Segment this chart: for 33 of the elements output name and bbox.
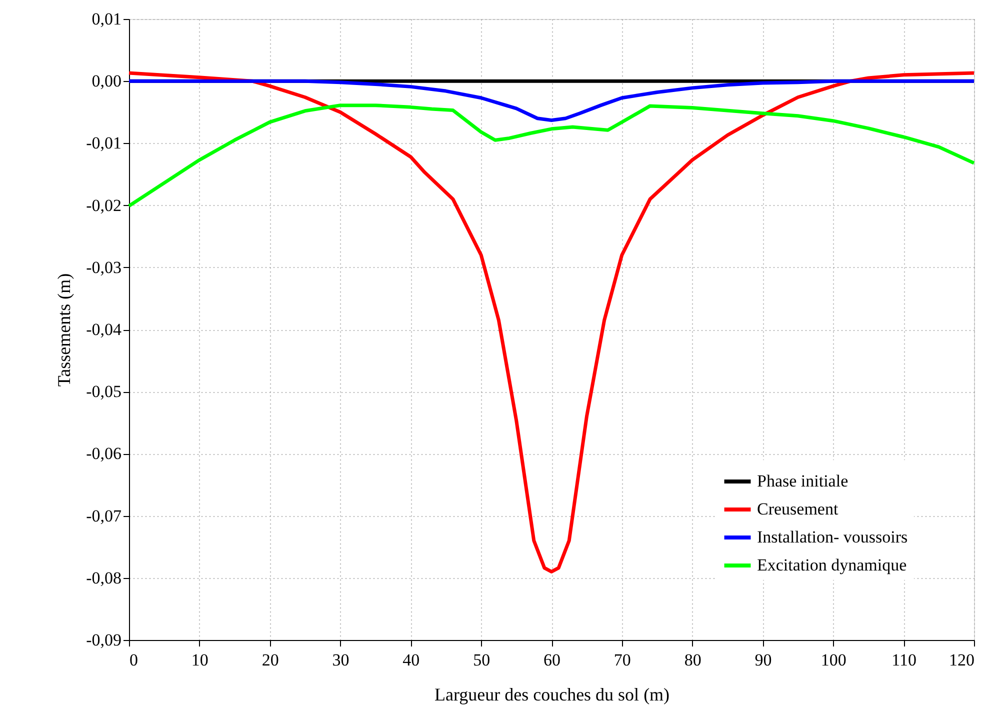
y-tick-label: -0,09: [86, 630, 122, 650]
line-series: [127, 104, 976, 208]
y-axis-title: Tassements (m): [54, 273, 74, 387]
x-tick-label: 70: [614, 650, 631, 670]
y-tick-label: -0,08: [86, 568, 122, 588]
x-tick-label: 90: [754, 650, 772, 670]
x-tick-label: 120: [949, 650, 974, 670]
y-tick-label: -0,06: [86, 444, 122, 464]
x-tick-label: 50: [473, 650, 490, 670]
y-tick-label: 0,00: [92, 72, 122, 91]
y-tick-label: -0,04: [86, 320, 122, 339]
x-axis-title: Largueur des couches du sol (m): [434, 684, 670, 704]
y-tick-label: -0,02: [86, 196, 122, 215]
x-tick-label: 40: [402, 650, 420, 670]
x-tick-label: 0: [130, 650, 138, 670]
x-tick-label: 60: [544, 650, 560, 670]
legend-label: Phase initiale: [757, 472, 848, 490]
y-tick-label: -0,07: [86, 506, 122, 526]
y-tick-label: 0,01: [92, 10, 122, 28]
y-tick-label: -0,03: [86, 258, 122, 277]
x-tick-label: 110: [892, 650, 917, 670]
x-tick-label: 10: [191, 650, 208, 670]
x-tick-label: 100: [820, 650, 846, 670]
x-tick-label: 30: [332, 650, 350, 670]
x-tick-label: 20: [262, 650, 279, 670]
x-tick-label: 80: [684, 650, 702, 670]
y-tick-label: -0,01: [86, 134, 122, 153]
y-tick-label: -0,05: [86, 382, 122, 402]
line-series: [127, 79, 976, 122]
line-series: [127, 71, 976, 574]
legend-label: Excitation dynamique: [757, 556, 907, 574]
legend-label: Creusement: [757, 500, 838, 518]
legend-label: Installation- voussoirs: [757, 528, 908, 546]
